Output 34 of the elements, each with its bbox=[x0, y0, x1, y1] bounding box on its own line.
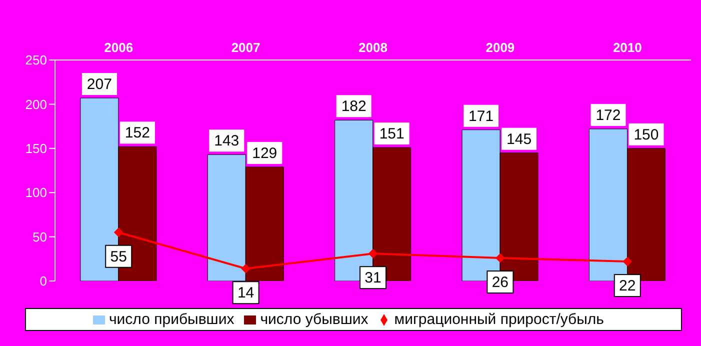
data-label: 152 bbox=[124, 124, 150, 142]
y-tick-label: 250 bbox=[25, 52, 47, 68]
legend-label: миграционный прирост/убыль bbox=[394, 311, 604, 328]
data-label: 55 bbox=[110, 248, 127, 266]
data-label: 143 bbox=[214, 132, 240, 150]
point bbox=[368, 249, 378, 258]
y-tick-label: 50 bbox=[32, 229, 47, 244]
x-tick-label: 2008 bbox=[358, 40, 388, 55]
point bbox=[496, 254, 505, 263]
point bbox=[114, 228, 124, 237]
x-tick-label: 2007 bbox=[231, 40, 260, 55]
data-label: 31 bbox=[364, 270, 382, 287]
data-label: 182 bbox=[341, 98, 366, 116]
data-label: 172 bbox=[596, 106, 621, 124]
legend-label: число убывших bbox=[260, 311, 368, 328]
data-label: 150 bbox=[634, 126, 659, 144]
point bbox=[241, 264, 250, 274]
point bbox=[622, 257, 632, 266]
data-label: 151 bbox=[379, 126, 404, 143]
x-tick-label: 2009 bbox=[486, 40, 515, 55]
y-tick-label: 100 bbox=[25, 185, 47, 200]
x-tick-label: 2010 bbox=[612, 40, 642, 55]
legend-label: число прибывших bbox=[108, 311, 234, 328]
data-label: 22 bbox=[619, 278, 636, 295]
data-label: 207 bbox=[86, 76, 112, 94]
data-label: 145 bbox=[506, 130, 532, 148]
y-tick-label: 200 bbox=[25, 96, 47, 112]
x-tick-label: 2006 bbox=[104, 40, 134, 55]
data-label: 129 bbox=[252, 144, 278, 162]
data-label: 26 bbox=[492, 274, 509, 292]
y-tick-label: 150 bbox=[25, 141, 47, 156]
y-tick-label: 0 bbox=[40, 274, 47, 289]
data-label: 171 bbox=[468, 108, 494, 125]
data-label: 14 bbox=[237, 284, 254, 302]
